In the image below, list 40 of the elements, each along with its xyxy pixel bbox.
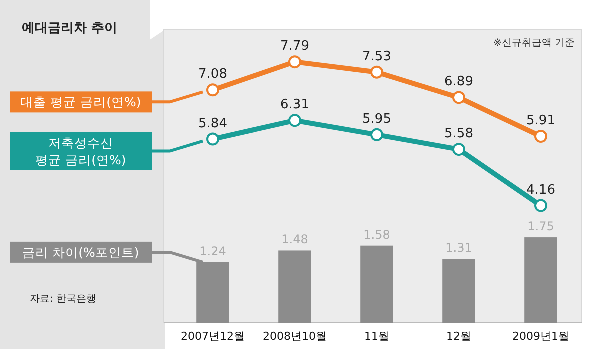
legend-label: 금리 차이(%포인트) bbox=[22, 244, 140, 260]
point bbox=[206, 132, 220, 146]
x-tick-label: 11월 bbox=[364, 330, 390, 343]
x-tick-label: 12월 bbox=[446, 330, 472, 343]
data-label: 1.58 bbox=[364, 228, 390, 242]
point bbox=[206, 84, 220, 97]
text: 자료: 한국은행 bbox=[30, 294, 97, 305]
point bbox=[370, 128, 384, 142]
legend-label: 대출 평균 금리(연%) bbox=[20, 94, 142, 110]
data-label: 6.31 bbox=[280, 98, 310, 113]
data-label: 5.91 bbox=[526, 114, 556, 129]
point bbox=[534, 130, 548, 144]
point bbox=[288, 56, 302, 69]
bar bbox=[442, 259, 476, 323]
data-label: 1.75 bbox=[528, 220, 554, 234]
data-label: 1.31 bbox=[446, 241, 472, 256]
x-tick-label: 2009년1월 bbox=[512, 330, 570, 343]
point bbox=[370, 66, 384, 79]
data-label: 1.24 bbox=[200, 244, 226, 258]
point bbox=[452, 91, 466, 104]
data-label: 5.95 bbox=[362, 112, 392, 127]
x-tick-label: 2008년10월 bbox=[263, 330, 327, 343]
point bbox=[452, 143, 466, 156]
data-label: 7.53 bbox=[362, 49, 392, 64]
data-label: 5.84 bbox=[198, 116, 228, 132]
data-label: 4.16 bbox=[526, 182, 556, 198]
chart-title: 예대금리차 추이 bbox=[22, 21, 118, 36]
data-label: 6.89 bbox=[444, 74, 474, 90]
legend-label: 저축성수신 평균 금리(연%) bbox=[36, 135, 126, 168]
point bbox=[288, 114, 302, 128]
point bbox=[534, 199, 548, 212]
bar bbox=[524, 238, 558, 323]
x-tick-label: 2007년12월 bbox=[181, 330, 245, 343]
data-label: 7.79 bbox=[280, 39, 310, 54]
bar bbox=[278, 250, 312, 323]
bar bbox=[360, 246, 394, 323]
data-label: 5.58 bbox=[444, 126, 474, 142]
annotation: ※신규취급액 기준 bbox=[493, 38, 575, 49]
data-label: 7.08 bbox=[198, 67, 228, 82]
data-label: 1.48 bbox=[282, 232, 308, 247]
